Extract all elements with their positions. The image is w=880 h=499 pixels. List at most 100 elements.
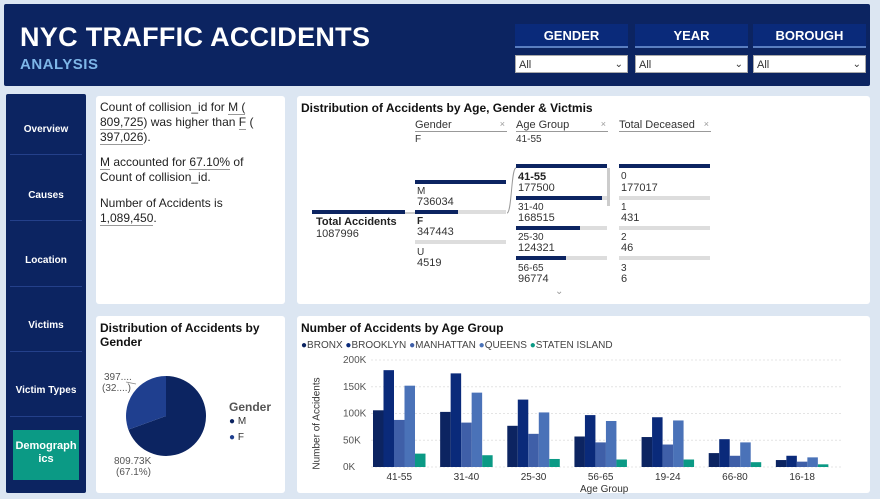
bar-bronx-66-80[interactable] bbox=[708, 453, 720, 467]
deceased-2-value: 46 bbox=[621, 242, 634, 254]
col-gender-selection: F bbox=[415, 134, 422, 145]
bar-queens-16-18[interactable] bbox=[807, 457, 818, 467]
age-41-55-label[interactable]: 41-55 bbox=[518, 171, 547, 183]
bar-bronx-25-30[interactable] bbox=[507, 425, 518, 467]
nav-overview[interactable]: Overview bbox=[23, 124, 69, 135]
borough-select-value: All bbox=[757, 59, 770, 71]
header-banner: NYC TRAFFIC ACCIDENTS ANALYSIS GENDER Al… bbox=[4, 4, 870, 86]
bar-manhattan-41-55[interactable] bbox=[394, 419, 405, 467]
nav-victim-types[interactable]: Victim Types bbox=[15, 385, 77, 396]
gender-f-bar-bg bbox=[415, 210, 506, 214]
nav-victims[interactable]: Victims bbox=[28, 320, 64, 331]
y-tick-label: 150K bbox=[343, 382, 367, 393]
age-25-30-bar bbox=[516, 226, 580, 230]
bar-manhattan-56-65[interactable] bbox=[595, 442, 606, 467]
deceased-0-label[interactable]: 0 bbox=[621, 171, 627, 182]
bar-brooklyn-41-55[interactable] bbox=[383, 370, 395, 467]
bar-manhattan-31-40[interactable] bbox=[461, 422, 472, 467]
age-scrollbar[interactable] bbox=[607, 168, 610, 206]
bar-manhattan-25-30[interactable] bbox=[528, 433, 539, 467]
nav-demographics[interactable]: Demograph ics bbox=[13, 430, 79, 480]
sidebar-nav: Overview Causes Location Victims Victim … bbox=[6, 94, 86, 493]
pie-legend-f[interactable]: ● F bbox=[229, 432, 244, 443]
gender-pie-chart[interactable] bbox=[96, 316, 285, 493]
gender-m-label[interactable]: M bbox=[417, 186, 426, 197]
bar-bronx-31-40[interactable] bbox=[440, 411, 451, 467]
insight-m-link[interactable]: M bbox=[228, 100, 239, 115]
bar-staten-island-56-65[interactable] bbox=[616, 459, 627, 467]
insight-text: Count of collision_id for bbox=[100, 100, 229, 114]
legend-manhattan[interactable]: ●MANHATTAN bbox=[409, 340, 476, 351]
col-header-deceased[interactable]: Total Deceased × bbox=[619, 119, 711, 132]
bar-brooklyn-16-18[interactable] bbox=[786, 455, 797, 467]
bar-queens-31-40[interactable] bbox=[471, 392, 483, 467]
root-label: Total Accidents bbox=[316, 216, 397, 228]
gender-u-label[interactable]: U bbox=[417, 247, 425, 258]
nav-causes[interactable]: Causes bbox=[28, 190, 64, 201]
bar-manhattan-19-24[interactable] bbox=[662, 444, 674, 467]
gender-select[interactable]: All ⌄ bbox=[515, 55, 628, 73]
bar-staten-island-31-40[interactable] bbox=[482, 455, 493, 467]
pie-slice-m bbox=[128, 376, 207, 456]
bar-brooklyn-19-24[interactable] bbox=[652, 417, 663, 467]
pie-legend-m[interactable]: ● M bbox=[229, 416, 246, 427]
chevron-down-icon[interactable]: ⌄ bbox=[555, 286, 564, 297]
decomp-tree-panel: Distribution of Accidents by Age, Gender… bbox=[297, 96, 870, 304]
close-icon[interactable]: × bbox=[703, 119, 709, 129]
col-header-gender-label: Gender bbox=[415, 119, 452, 131]
bar-brooklyn-56-65[interactable] bbox=[584, 415, 596, 467]
bar-manhattan-66-80[interactable] bbox=[729, 455, 741, 467]
bar-queens-19-24[interactable] bbox=[673, 420, 684, 467]
bar-staten-island-19-24[interactable] bbox=[683, 459, 695, 467]
pie-slice-f bbox=[126, 376, 166, 430]
deceased-1-label[interactable]: 1 bbox=[621, 202, 627, 213]
age-56-65-label[interactable]: 56-65 bbox=[518, 263, 544, 274]
bar-manhattan-16-18[interactable] bbox=[796, 461, 808, 467]
bar-queens-56-65[interactable] bbox=[605, 420, 617, 467]
legend-bronx[interactable]: ●BRONX bbox=[301, 340, 343, 351]
age-group-bar-chart[interactable]: 0K 50K 100K 150K 200K 41-55 31-40 25-30 56-65 19-… bbox=[297, 316, 870, 493]
bar-brooklyn-25-30[interactable] bbox=[517, 399, 529, 467]
legend-dot-icon: ● bbox=[478, 340, 485, 351]
close-icon[interactable]: × bbox=[600, 119, 606, 129]
bar-staten-island-16-18[interactable] bbox=[817, 464, 829, 467]
deceased-2-label[interactable]: 2 bbox=[621, 232, 627, 243]
deceased-3-label[interactable]: 3 bbox=[621, 263, 627, 274]
bar-bronx-16-18[interactable] bbox=[775, 460, 787, 467]
year-select[interactable]: All ⌄ bbox=[635, 55, 748, 73]
gender-f-label[interactable]: F bbox=[417, 216, 424, 227]
bar-brooklyn-31-40[interactable] bbox=[450, 373, 462, 467]
col-age-selection: 41-55 bbox=[516, 134, 542, 145]
bar-queens-41-55[interactable] bbox=[404, 385, 416, 467]
bar-bronx-19-24[interactable] bbox=[641, 437, 653, 467]
borough-select[interactable]: All ⌄ bbox=[753, 55, 866, 73]
legend-brooklyn[interactable]: ●BROOKLYN bbox=[345, 340, 406, 351]
nav-location[interactable]: Location bbox=[25, 255, 67, 266]
insight-f-link[interactable]: F bbox=[238, 115, 247, 130]
bar-bronx-56-65[interactable] bbox=[574, 436, 585, 467]
insight-comparison: Count of collision_id for M ( 809,725) w… bbox=[100, 100, 253, 145]
pie-title: Distribution of Accidents by Gender bbox=[100, 321, 260, 349]
col-header-gender[interactable]: Gender × bbox=[415, 119, 507, 132]
legend-dot-icon: ● bbox=[409, 340, 416, 351]
insight-m-link[interactable]: M bbox=[100, 155, 110, 170]
close-icon[interactable]: × bbox=[499, 119, 505, 129]
bar-staten-island-25-30[interactable] bbox=[549, 458, 560, 467]
age-group-chart-panel: Number of Accidents by Age Group ●BRONX … bbox=[297, 316, 870, 495]
chevron-down-icon: ⌄ bbox=[614, 59, 623, 70]
age-41-55-value: 177500 bbox=[518, 182, 555, 194]
legend-staten-island[interactable]: ●STATEN ISLAND bbox=[530, 340, 613, 351]
age-31-40-label[interactable]: 31-40 bbox=[518, 202, 544, 213]
bar-brooklyn-66-80[interactable] bbox=[719, 439, 730, 467]
legend-manhattan-label: MANHATTAN bbox=[415, 340, 476, 351]
legend-queens[interactable]: ●QUEENS bbox=[479, 340, 527, 351]
pie-legend-title: Gender bbox=[229, 400, 272, 414]
gender-filter-label: GENDER bbox=[515, 24, 628, 48]
age-25-30-label[interactable]: 25-30 bbox=[518, 232, 544, 243]
bar-bronx-41-55[interactable] bbox=[373, 410, 384, 467]
bar-queens-66-80[interactable] bbox=[740, 442, 751, 467]
col-header-age[interactable]: Age Group × bbox=[516, 119, 608, 132]
bar-staten-island-41-55[interactable] bbox=[415, 453, 426, 467]
bar-queens-25-30[interactable] bbox=[538, 412, 550, 467]
bar-staten-island-66-80[interactable] bbox=[750, 462, 762, 467]
